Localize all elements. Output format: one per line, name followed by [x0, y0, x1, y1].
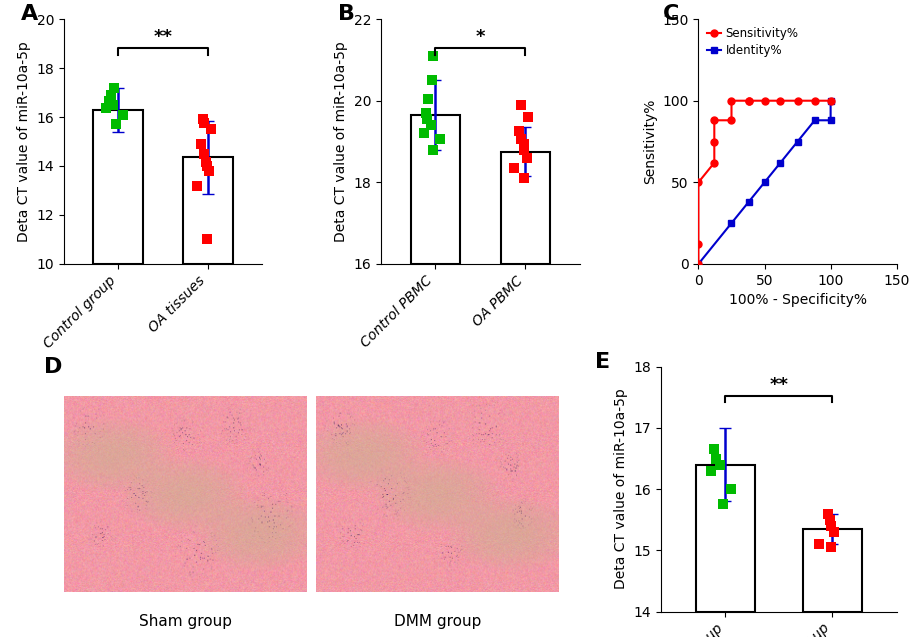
Point [517, 145, 532, 155]
Point [824, 542, 838, 552]
Point [194, 139, 209, 149]
Point [196, 118, 210, 128]
Point [514, 134, 529, 145]
Point [418, 108, 433, 118]
Text: Sham group: Sham group [139, 614, 232, 629]
Point [706, 444, 721, 454]
Bar [411, 115, 460, 264]
Legend: Sensitivity%, Identity%: Sensitivity%, Identity% [705, 25, 801, 59]
Text: C: C [662, 4, 679, 24]
Point [821, 508, 835, 519]
Point [520, 153, 534, 163]
Y-axis label: Deta CT value of miR-10a-5p: Deta CT value of miR-10a-5p [334, 41, 349, 242]
Sensitivity% [709, 159, 720, 166]
Identity% [825, 97, 836, 104]
Point [517, 173, 532, 183]
Text: **: ** [770, 376, 789, 394]
Sensitivity% [792, 97, 803, 104]
Text: *: * [476, 28, 485, 46]
Point [507, 163, 522, 173]
Y-axis label: Deta CT value of miR-10a-5p: Deta CT value of miR-10a-5p [17, 41, 31, 242]
Point [199, 157, 214, 168]
Point [199, 234, 214, 245]
Point [823, 515, 837, 525]
Identity% [809, 117, 820, 124]
Y-axis label: Deta CT value of miR-10a-5p: Deta CT value of miR-10a-5p [614, 389, 628, 589]
Point [204, 124, 219, 134]
Identity% [825, 117, 836, 124]
Identity% [743, 198, 754, 206]
Point [511, 126, 526, 136]
Identity% [726, 219, 737, 227]
Text: DMM group: DMM group [393, 614, 481, 629]
Text: A: A [20, 4, 38, 24]
Point [196, 115, 210, 125]
Point [516, 138, 531, 148]
Point [826, 527, 841, 537]
Point [716, 499, 730, 510]
Point [426, 145, 441, 155]
Point [106, 100, 121, 110]
Sensitivity% [775, 97, 786, 104]
Point [197, 148, 211, 159]
Sensitivity% [693, 178, 704, 186]
Sensitivity% [709, 117, 720, 124]
Line: Identity%: Identity% [695, 97, 834, 268]
Point [103, 90, 118, 100]
Point [102, 96, 116, 106]
Sensitivity% [726, 97, 737, 104]
Sensitivity% [693, 260, 704, 268]
Text: E: E [595, 352, 610, 372]
Point [824, 520, 838, 531]
Sensitivity% [743, 97, 754, 104]
Point [425, 51, 440, 61]
Bar [501, 152, 550, 264]
Point [421, 94, 436, 104]
Bar [93, 110, 143, 264]
Text: D: D [44, 357, 62, 377]
Text: B: B [338, 4, 355, 24]
Identity% [792, 138, 803, 145]
Y-axis label: Sensitivity%: Sensitivity% [643, 99, 657, 184]
Sensitivity% [693, 241, 704, 248]
Point [109, 119, 124, 129]
Point [189, 180, 204, 190]
Point [713, 459, 727, 469]
Point [202, 166, 217, 176]
Point [99, 103, 113, 113]
Text: **: ** [154, 28, 173, 46]
Point [433, 134, 447, 145]
Point [521, 112, 535, 122]
Point [513, 100, 528, 110]
Identity% [775, 159, 786, 166]
Point [107, 83, 122, 93]
Point [724, 484, 738, 494]
Sensitivity% [743, 97, 754, 104]
Identity% [693, 260, 704, 268]
Bar [696, 464, 755, 612]
Point [708, 454, 723, 464]
Sensitivity% [809, 97, 820, 104]
Sensitivity% [825, 97, 836, 104]
Point [116, 110, 131, 120]
Point [420, 114, 435, 124]
Point [424, 120, 438, 131]
Bar [183, 157, 233, 264]
Sensitivity% [709, 138, 720, 145]
Point [705, 466, 719, 476]
Point [425, 75, 439, 85]
Line: Sensitivity%: Sensitivity% [695, 97, 834, 268]
Sensitivity% [726, 117, 737, 124]
Identity% [759, 178, 770, 186]
Point [199, 161, 214, 171]
X-axis label: 100% - Specificity%: 100% - Specificity% [728, 293, 867, 307]
Point [102, 97, 117, 108]
Bar [803, 529, 862, 612]
Sensitivity% [759, 97, 770, 104]
Point [416, 128, 431, 138]
Point [812, 539, 826, 549]
